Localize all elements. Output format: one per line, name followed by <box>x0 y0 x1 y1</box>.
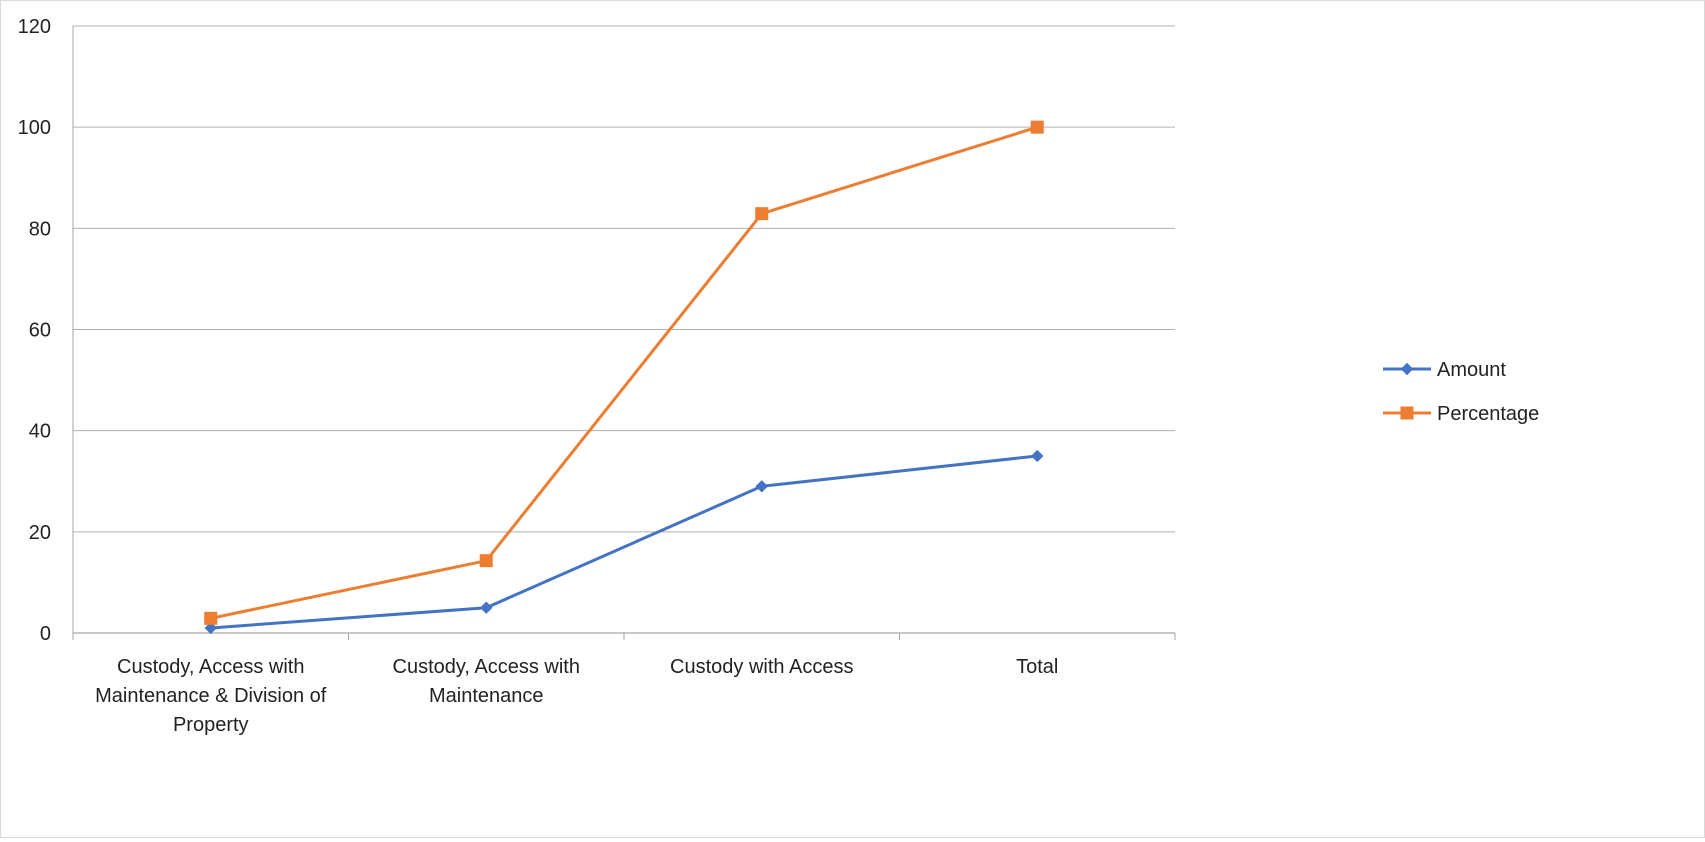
series-layer <box>204 120 1044 635</box>
x-tick-label: Custody, Access with Maintenance & Divisi… <box>95 656 327 736</box>
axes <box>72 26 1176 640</box>
data-point <box>755 207 769 221</box>
legend-marker <box>1400 406 1414 420</box>
x-tick-label: Custody, Access with Maintenance <box>393 656 580 707</box>
x-tick-label: Custody with Access <box>670 656 853 678</box>
data-point <box>479 554 493 568</box>
y-tick-label: 120 <box>18 16 51 38</box>
series-line <box>210 454 1038 630</box>
x-tick-label: Total <box>1016 656 1058 678</box>
data-point <box>1030 120 1044 134</box>
y-tick-label: 20 <box>29 522 51 544</box>
legend-item-amount: Amount <box>1383 359 1506 381</box>
y-tick-label: 60 <box>29 320 51 342</box>
y-tick-labels: 0 20 40 60 80 100 120 <box>18 16 51 645</box>
y-tick-label: 40 <box>29 421 51 443</box>
legend-marker <box>1400 362 1414 376</box>
y-tick-label: 80 <box>29 218 51 240</box>
legend-item-percentage: Percentage <box>1383 403 1539 425</box>
x-tick-labels: Custody, Access with Maintenance & Divisi… <box>95 656 1058 736</box>
data-point <box>755 480 768 493</box>
y-tick-label: 100 <box>18 117 51 139</box>
legend: Amount Percentage <box>1383 359 1539 425</box>
series-line <box>210 125 1038 620</box>
data-point <box>204 621 217 635</box>
data-point <box>1031 449 1044 463</box>
series-percentage <box>204 120 1044 625</box>
legend-label: Amount <box>1437 359 1506 381</box>
series-amount <box>204 449 1044 635</box>
data-point <box>204 611 218 625</box>
data-point <box>480 601 493 614</box>
legend-label: Percentage <box>1437 403 1539 425</box>
y-tick-label: 0 <box>40 623 51 645</box>
gridlines <box>73 25 1175 533</box>
